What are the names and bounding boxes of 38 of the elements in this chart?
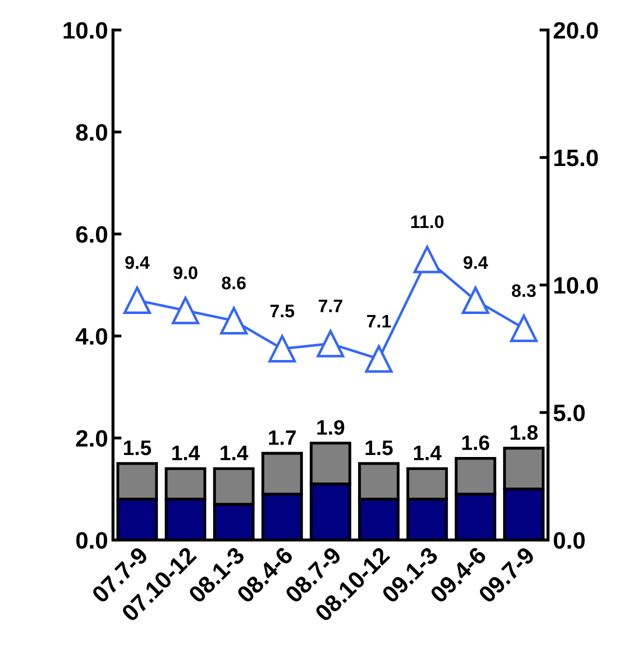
data-label: 7.1: [367, 315, 391, 328]
y-tick-label: 2.0: [76, 430, 108, 447]
point: [268, 335, 296, 362]
data-label: 7.7: [318, 300, 342, 312]
data-label: 8.6: [222, 276, 246, 290]
total-label: 1.7: [269, 430, 296, 445]
y-tick-label: 6.0: [76, 226, 108, 243]
total-label: 1.6: [462, 435, 490, 450]
total-label: 1.8: [510, 425, 538, 440]
y-tick-label: 8.0: [76, 124, 108, 141]
total-label: 1.4: [220, 446, 248, 460]
y-tick-label: 10.0: [64, 22, 108, 39]
y2-tick-label: 10.0: [554, 277, 598, 294]
data-label: 9.4: [464, 256, 488, 269]
total-label: 1.5: [366, 440, 393, 456]
data-label: 9.0: [174, 266, 198, 280]
data-label: 8.3: [512, 284, 536, 298]
y2-tick-label: 0.0: [554, 532, 585, 549]
data-label: 7.5: [270, 304, 294, 318]
data-label: 9.4: [125, 256, 150, 269]
total-label: 1.5: [124, 440, 152, 456]
point: [510, 314, 538, 342]
point: [172, 296, 200, 324]
point: [316, 330, 344, 358]
y2-tick-label: 20.0: [554, 22, 598, 39]
data-label: 11.0: [411, 215, 444, 228]
y-tick-label: 4.0: [76, 328, 108, 345]
total-label: 1.4: [414, 446, 442, 460]
y2-tick-label: 5.0: [554, 404, 585, 422]
point: [123, 286, 151, 314]
y-tick-label: 0.0: [76, 532, 108, 549]
total-label: 1.4: [172, 446, 200, 460]
point: [413, 246, 441, 274]
y2-tick-label: 15.0: [554, 150, 598, 166]
point: [462, 286, 490, 314]
point: [220, 306, 248, 334]
point: [365, 345, 393, 373]
total-label: 1.9: [317, 420, 344, 435]
